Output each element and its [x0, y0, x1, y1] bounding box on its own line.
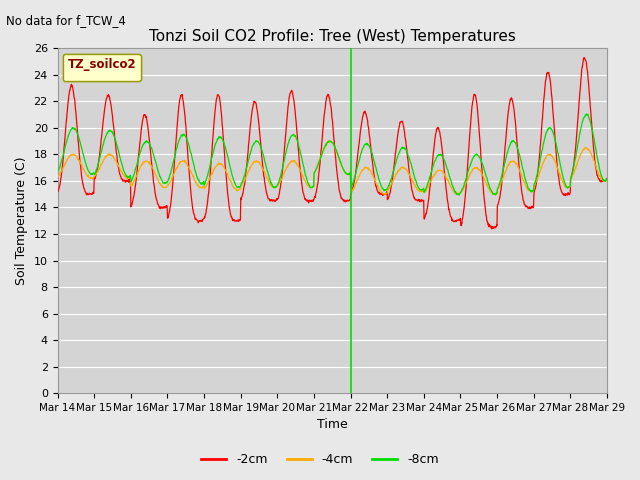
X-axis label: Time: Time — [317, 419, 348, 432]
Y-axis label: Soil Temperature (C): Soil Temperature (C) — [15, 156, 28, 285]
Text: No data for f_TCW_4: No data for f_TCW_4 — [6, 14, 126, 27]
Title: Tonzi Soil CO2 Profile: Tree (West) Temperatures: Tonzi Soil CO2 Profile: Tree (West) Temp… — [148, 29, 516, 44]
Legend:  — [63, 54, 141, 81]
Legend: -2cm, -4cm, -8cm: -2cm, -4cm, -8cm — [196, 448, 444, 471]
